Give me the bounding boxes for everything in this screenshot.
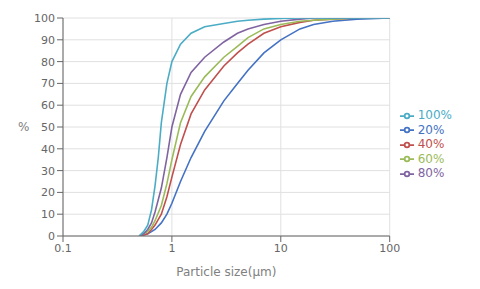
html-text:80%: 80% (417, 166, 445, 181)
svg-text:20: 20 (41, 186, 55, 199)
svg-text:40: 40 (41, 143, 55, 156)
html-text:40%: 40% (417, 137, 445, 152)
svg-text:0.1: 0.1 (54, 242, 72, 255)
svg-text:0: 0 (48, 230, 55, 243)
svg-text:%: % (18, 120, 29, 134)
svg-text:100: 100 (34, 12, 55, 25)
svg-text:100: 100 (379, 242, 400, 255)
html-text:60%: 60% (417, 151, 445, 166)
svg-text:10: 10 (274, 242, 288, 255)
html-text:20%: 20% (417, 122, 445, 137)
svg-text:Particle size(μm): Particle size(μm) (176, 265, 276, 279)
svg-text:30: 30 (41, 165, 55, 178)
svg-text:60: 60 (41, 99, 55, 112)
svg-text:1: 1 (168, 242, 175, 255)
svg-text:10: 10 (41, 208, 55, 221)
svg-text:90: 90 (41, 34, 55, 47)
svg-text:70: 70 (41, 77, 55, 90)
svg-text:80: 80 (41, 56, 55, 69)
html-text:100%: 100% (417, 108, 452, 123)
svg-text:50: 50 (41, 121, 55, 134)
